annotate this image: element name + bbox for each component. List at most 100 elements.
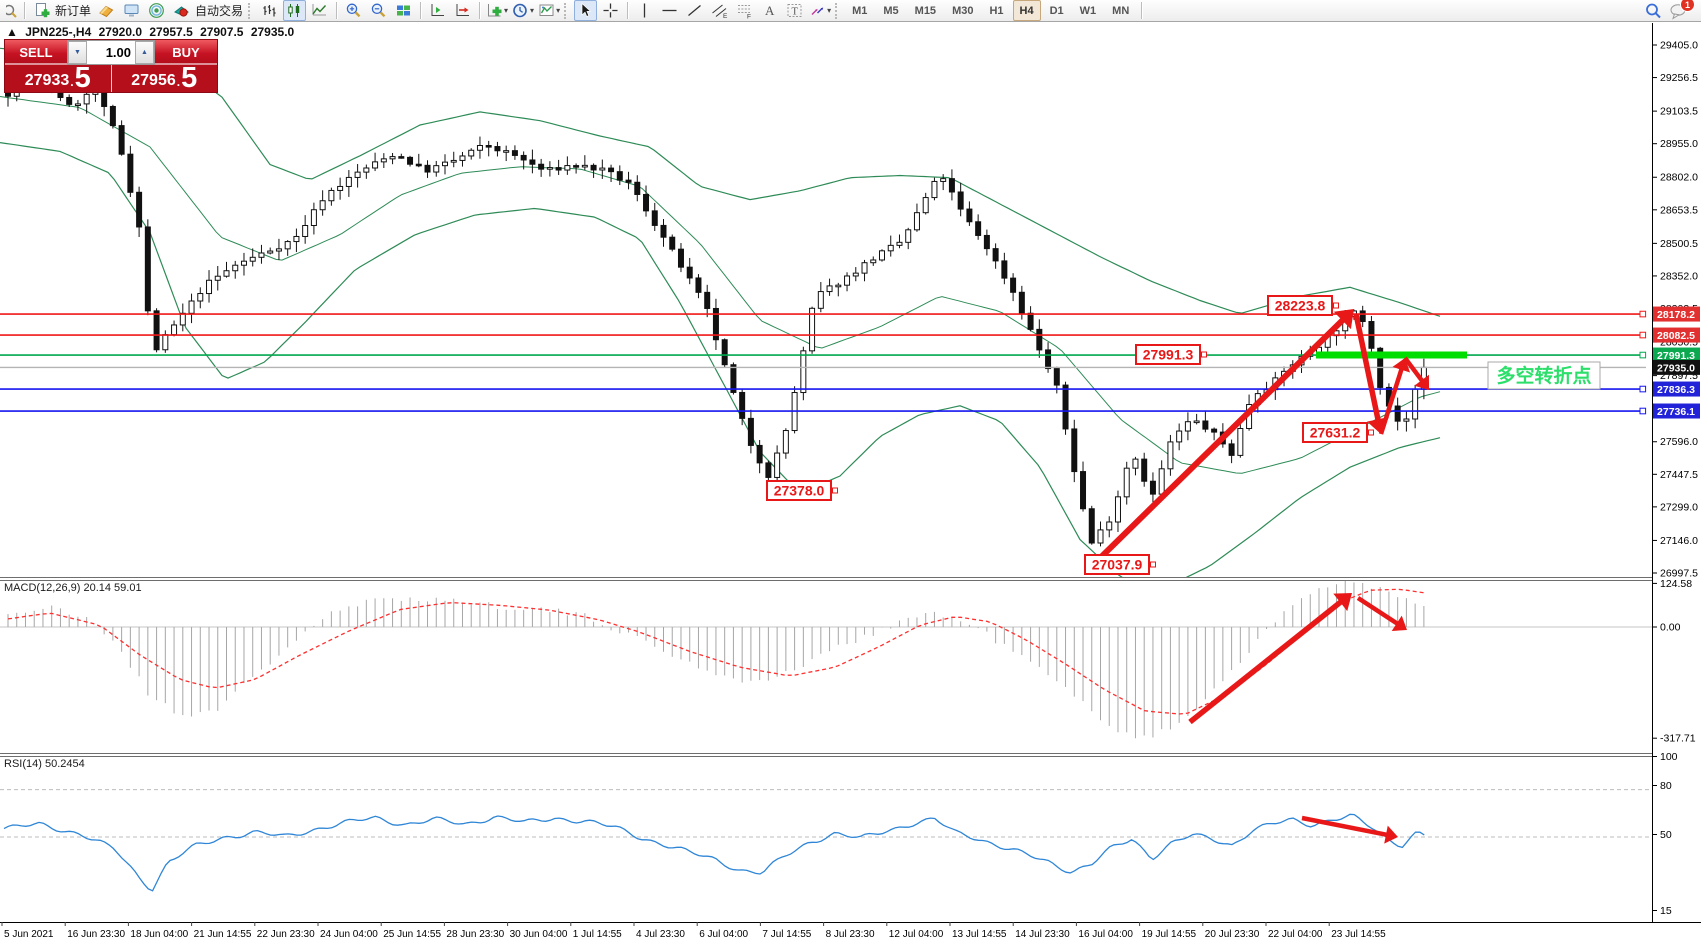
svg-text:20 Jul 23:30: 20 Jul 23:30 bbox=[1205, 929, 1260, 940]
volume-input[interactable] bbox=[87, 41, 135, 64]
vertical-line-icon[interactable] bbox=[633, 0, 656, 21]
price-label-27037.9[interactable]: 27037.9 bbox=[1084, 554, 1156, 575]
price-label-27631.2[interactable]: 27631.2 bbox=[1302, 422, 1374, 443]
svg-text:27836.3: 27836.3 bbox=[1657, 384, 1695, 396]
svg-text:27991.3: 27991.3 bbox=[1657, 350, 1695, 362]
low-value: 27907.5 bbox=[200, 25, 244, 39]
svg-text:7 Jul 14:55: 7 Jul 14:55 bbox=[762, 929, 811, 940]
periods-icon[interactable]: ▾ bbox=[511, 0, 535, 21]
bar-chart-icon[interactable] bbox=[258, 0, 281, 21]
terminal-icon[interactable] bbox=[120, 0, 143, 21]
ask-dot: . bbox=[176, 75, 181, 89]
cursor-icon[interactable] bbox=[574, 0, 598, 21]
tf-button-h4[interactable]: H4 bbox=[1012, 0, 1041, 21]
svg-text:16 Jun 23:30: 16 Jun 23:30 bbox=[67, 929, 125, 940]
text-label-icon[interactable]: T bbox=[783, 0, 806, 21]
time-axis-labels[interactable]: 5 Jun 2021 16 Jun 23:30 18 Jun 04:00 21 Jun… bbox=[1, 922, 1386, 940]
chart-shift-icon[interactable] bbox=[426, 0, 449, 21]
charts-menu-icon[interactable] bbox=[5, 0, 19, 21]
svg-text:28178.2: 28178.2 bbox=[1657, 309, 1695, 321]
line-chart-icon[interactable] bbox=[308, 0, 331, 21]
zoom-in-icon[interactable] bbox=[342, 0, 365, 21]
bid-big-digit: 5 bbox=[74, 62, 91, 94]
tf-button-w1[interactable]: W1 bbox=[1079, 4, 1097, 17]
rsi-line bbox=[3, 813, 1425, 892]
svg-text:22 Jun 23:30: 22 Jun 23:30 bbox=[257, 929, 315, 940]
collapse-arrow-icon[interactable]: ▲ bbox=[6, 25, 18, 39]
svg-text:-317.71: -317.71 bbox=[1660, 733, 1696, 745]
tf-button-mn[interactable]: MN bbox=[1112, 4, 1130, 17]
open-value: 27920.0 bbox=[98, 25, 143, 39]
price-axis-area[interactable] bbox=[1653, 22, 1701, 922]
equidistant-channel-icon[interactable]: E bbox=[708, 0, 731, 21]
crosshair-icon[interactable] bbox=[599, 0, 622, 21]
tile-windows-icon[interactable] bbox=[392, 0, 415, 21]
separator bbox=[336, 2, 338, 19]
templates-icon[interactable]: ▾ bbox=[537, 0, 561, 21]
hline-28082.5[interactable] bbox=[0, 331, 1647, 339]
price-tag-27736.1: 27736.1 bbox=[1653, 403, 1700, 419]
rsi-arrow[interactable] bbox=[1301, 815, 1398, 844]
svg-text:28082.5: 28082.5 bbox=[1657, 330, 1695, 342]
hline-28178.2[interactable] bbox=[0, 310, 1647, 318]
add-indicator-icon[interactable]: ▾ bbox=[485, 0, 509, 21]
buy-button[interactable]: BUY bbox=[155, 40, 217, 65]
svg-text:28352.0: 28352.0 bbox=[1660, 270, 1698, 282]
svg-text:27037.9: 27037.9 bbox=[1092, 557, 1143, 573]
svg-text:22 Jul 04:00: 22 Jul 04:00 bbox=[1268, 929, 1323, 940]
svg-text:27146.0: 27146.0 bbox=[1660, 535, 1698, 547]
rsi-label: RSI(14) 50.2454 bbox=[4, 758, 85, 770]
separator bbox=[627, 2, 629, 19]
bid-price: 27933 . 5 bbox=[5, 62, 112, 94]
hline-27736.1[interactable] bbox=[0, 407, 1647, 415]
signals-icon[interactable] bbox=[145, 0, 168, 21]
messages-icon[interactable]: 1 bbox=[1667, 0, 1695, 21]
tf-button-d1[interactable]: D1 bbox=[1049, 4, 1064, 17]
svg-text:18 Jun 04:00: 18 Jun 04:00 bbox=[130, 929, 188, 940]
svg-text:24 Jun 04:00: 24 Jun 04:00 bbox=[320, 929, 378, 940]
trend-line-icon[interactable] bbox=[683, 0, 706, 21]
svg-text:28802.0: 28802.0 bbox=[1660, 172, 1698, 184]
search-icon[interactable] bbox=[1642, 0, 1665, 21]
candlesticks-icon[interactable] bbox=[283, 0, 307, 21]
tf-button-m5[interactable]: M5 bbox=[883, 4, 899, 17]
autotrade-label[interactable]: 自动交易 bbox=[195, 4, 244, 18]
bollinger-upper-line bbox=[0, 47, 1441, 317]
volume-decrease-button[interactable]: ▼ bbox=[68, 41, 87, 64]
svg-text:27736.1: 27736.1 bbox=[1657, 406, 1695, 418]
price-label-28223.8[interactable]: 28223.8 bbox=[1267, 295, 1339, 316]
svg-text:T: T bbox=[792, 7, 799, 18]
arrows-tool-icon[interactable]: ▾ bbox=[808, 0, 832, 21]
auto-scroll-icon[interactable] bbox=[451, 0, 474, 21]
tf-button-m15[interactable]: M15 bbox=[914, 4, 937, 17]
svg-text:12 Jul 04:00: 12 Jul 04:00 bbox=[889, 929, 944, 940]
chevron-down-icon: ▾ bbox=[827, 6, 832, 15]
note-box[interactable]: 多空转折点 bbox=[1487, 361, 1601, 390]
horizontal-line-icon[interactable] bbox=[658, 0, 681, 21]
new-order-button[interactable] bbox=[30, 0, 53, 21]
zoom-out-icon[interactable] bbox=[367, 0, 390, 21]
trend-arrows[interactable] bbox=[1093, 309, 1429, 565]
fibonacci-icon[interactable]: F bbox=[733, 0, 756, 21]
autotrade-icon[interactable] bbox=[170, 0, 193, 21]
price-tag-27991.3: 27991.3 bbox=[1653, 347, 1700, 363]
svg-text:50: 50 bbox=[1660, 829, 1672, 841]
price-label-27991.3[interactable]: 27991.3 bbox=[1135, 344, 1207, 365]
volume-increase-button[interactable]: ▲ bbox=[135, 41, 154, 64]
separator bbox=[24, 2, 25, 19]
sell-button[interactable]: SELL bbox=[5, 40, 67, 65]
svg-text:25 Jun 14:55: 25 Jun 14:55 bbox=[383, 929, 441, 940]
price-label-27378.0[interactable]: 27378.0 bbox=[766, 480, 838, 501]
price-tag-28178.2: 28178.2 bbox=[1653, 306, 1700, 322]
new-order-label[interactable]: 新订单 bbox=[55, 4, 92, 18]
tf-button-m30[interactable]: M30 bbox=[952, 4, 974, 17]
text-icon[interactable]: A bbox=[758, 0, 781, 21]
tf-button-m1[interactable]: M1 bbox=[852, 4, 868, 17]
macd-arrows[interactable] bbox=[1188, 593, 1407, 725]
ask-price: 27956 . 5 bbox=[112, 64, 218, 93]
ask-main: 27956 bbox=[131, 72, 176, 89]
eraser-icon[interactable] bbox=[95, 0, 118, 21]
tf-button-h1[interactable]: H1 bbox=[989, 4, 1004, 17]
macd-label: MACD(12,26,9) 20.14 59.01 bbox=[4, 582, 142, 594]
